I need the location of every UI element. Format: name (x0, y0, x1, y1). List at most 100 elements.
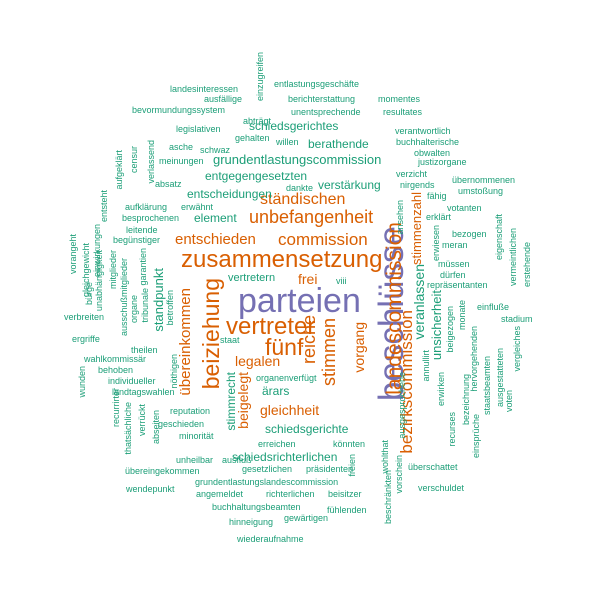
word: hinneigung (229, 517, 274, 527)
word: buchhaltungsbeamten (212, 502, 301, 512)
word: aufklärung (125, 202, 168, 212)
word: erwähnt (181, 202, 214, 212)
word: schiedsgerichte (265, 422, 349, 436)
word: absatz (155, 179, 182, 189)
word: parteien (238, 282, 361, 320)
word: begünstiger (113, 235, 161, 245)
word: übernommenen (452, 175, 516, 185)
word: verschuldet (418, 483, 465, 493)
word: votanten (447, 203, 482, 213)
word: reiche (299, 315, 319, 365)
word: gewärtigen (284, 513, 329, 523)
word: ständischen (260, 191, 346, 208)
word: momentes (378, 94, 421, 104)
word: entscheidungen (187, 187, 272, 201)
word: verfügt (289, 373, 317, 383)
word: wiederaufnahme (237, 534, 304, 544)
word: stadium (501, 314, 533, 324)
word: vorschein (394, 455, 404, 494)
word: stimmenzahl (409, 192, 424, 265)
word: müssen (438, 259, 470, 269)
word: unheilbar (176, 455, 214, 465)
word: fühlenden (327, 505, 367, 515)
word: willen (276, 137, 299, 147)
word: betroffen (165, 290, 175, 326)
word: landtagswahlen (112, 387, 175, 397)
word: einfluße (477, 302, 510, 312)
word: schiedsrichterlichen (232, 450, 338, 464)
word: ansehen (395, 200, 405, 235)
word: leitende (126, 225, 158, 235)
word: wohlthat (380, 440, 390, 474)
word: standpunkt (151, 268, 166, 332)
word: angemeldet (196, 489, 244, 499)
word: ergriffe (72, 334, 100, 344)
word: theilen (131, 345, 158, 355)
word: censur (129, 146, 139, 174)
word: staat (220, 335, 240, 345)
word: veranlassen (411, 264, 427, 340)
word: abträgt (243, 116, 272, 126)
word: verlassend (146, 140, 156, 184)
word: ausfluß (222, 455, 252, 465)
word: besprochenen (122, 213, 180, 223)
word: vertreter (226, 313, 316, 340)
word: recurrirter (111, 388, 121, 428)
word: freien (347, 454, 357, 477)
word: frei (298, 271, 318, 287)
word: ausschußmitglieder (119, 258, 129, 337)
word: unentsprechende (291, 107, 361, 117)
word: wahlkommissär (84, 354, 147, 364)
word: erklärt (426, 212, 452, 222)
word: legislativen (176, 124, 221, 134)
word: mitglieder (108, 250, 118, 290)
word: verbreiten (64, 312, 105, 322)
word: bürge (84, 282, 94, 306)
word: behoben (98, 365, 134, 375)
word: eigenschaft (494, 214, 504, 261)
word: überschattet (408, 462, 458, 472)
word: stimmen (319, 318, 339, 387)
word: beigelegt (235, 372, 251, 429)
word: aufgeklärt (114, 150, 124, 190)
word: einsprüche (471, 414, 481, 459)
word: nöthigen (169, 354, 179, 389)
word: entlastungsgeschäfte (274, 79, 360, 89)
word: meinungen (159, 156, 204, 166)
word: beisitzer (328, 489, 362, 499)
word: buchhalterische (396, 137, 460, 147)
word: entschieden (175, 231, 256, 248)
word: meran (442, 240, 468, 250)
word: bevormundungssystem (132, 105, 226, 115)
word: gehalten (235, 133, 270, 143)
word: verantwortlich (395, 126, 451, 136)
word: erstehende (522, 242, 532, 288)
word: reputation (170, 406, 211, 416)
word: fünf (265, 334, 304, 360)
word: hervorgehenden (469, 326, 479, 392)
word: asche (169, 142, 194, 152)
word: könnten (333, 439, 366, 449)
word: entgegengesetzten (205, 169, 308, 183)
word: bezogen (452, 229, 487, 239)
word: beiziehung (198, 278, 224, 390)
word: ausfällige (204, 94, 243, 104)
word: zusammensetzung (181, 246, 383, 273)
word: unbefangenheit (249, 207, 374, 227)
word: erwiesen (431, 225, 441, 262)
word: repräsentanten (427, 280, 488, 290)
word: richterlichen (266, 489, 315, 499)
word: viii (336, 276, 347, 286)
word: individueller (108, 376, 156, 386)
word: vorgang (351, 322, 367, 373)
word: fähig (427, 191, 447, 201)
word: thatsächliche (123, 402, 133, 455)
word: umstoßung (458, 186, 504, 196)
word: dürfen (440, 270, 466, 280)
word: vertretern (228, 272, 276, 284)
word: vergleiches (512, 326, 522, 372)
word: tribunale (140, 288, 150, 323)
word: organen (256, 373, 290, 383)
word: unsicherheit (429, 290, 444, 361)
